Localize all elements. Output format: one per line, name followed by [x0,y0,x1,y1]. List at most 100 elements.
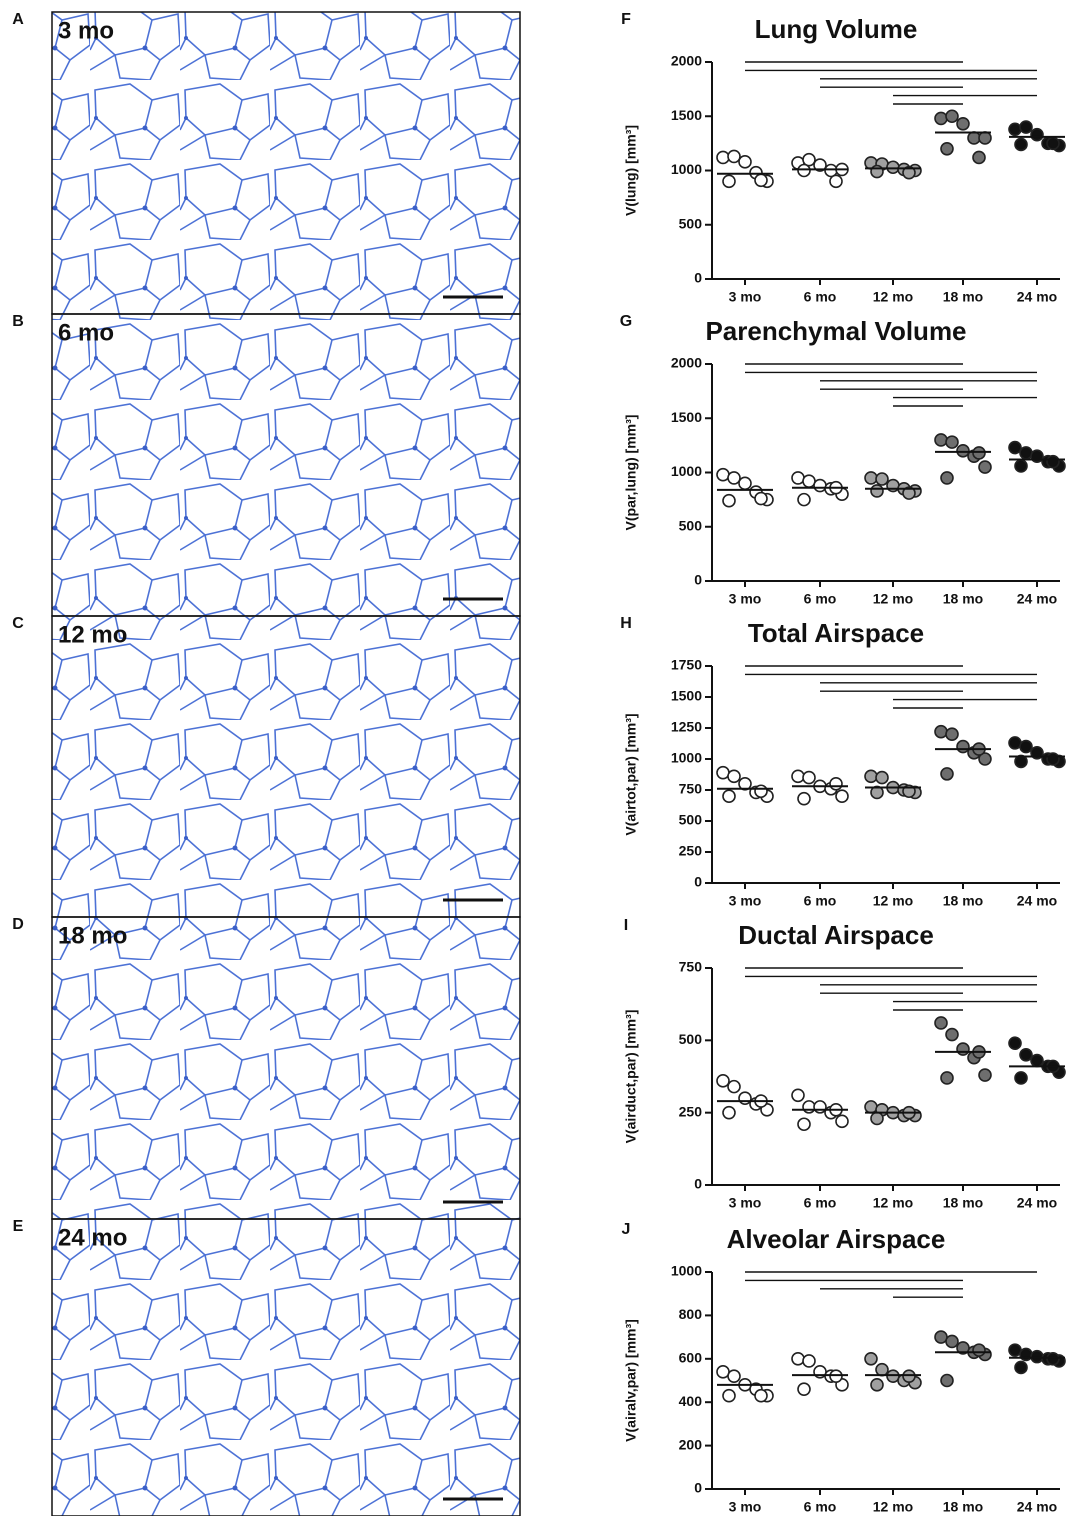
x-tick-label: 6 mo [804,289,837,305]
x-tick-label: 18 mo [943,1499,983,1515]
y-axis-label: V(airduct,par) [mm³] [623,1010,639,1144]
y-tick-label: 1000 [671,750,702,766]
y-tick-label: 2000 [671,355,702,371]
image-label: 12 mo [58,621,127,648]
chart-title: Lung Volume [755,14,918,44]
data-point [870,1111,884,1126]
x-tick-label: 12 mo [873,591,913,607]
data-point [940,1071,954,1085]
data-point [945,435,959,449]
data-point [1030,127,1044,142]
panel-letter: I [624,917,628,934]
data-point [791,471,805,485]
data-point [875,472,889,486]
data-point [1046,136,1060,151]
x-tick-label: 12 mo [873,1499,913,1515]
y-axis-label: V(airalv,par) [mm³] [623,1319,639,1442]
data-point [934,1016,948,1030]
data-point [727,471,741,485]
data-point [802,770,816,785]
data-point [864,1100,878,1114]
data-point [829,776,843,791]
y-tick-label: 0 [694,874,702,890]
data-point [1030,1053,1044,1068]
data-point [738,155,752,169]
data-point [940,142,954,156]
data-point [1008,736,1022,750]
data-point [870,484,884,498]
x-tick-label: 24 mo [1017,591,1057,607]
data-point [1019,120,1033,134]
y-tick-label: 0 [694,1176,702,1192]
data-point [972,1343,986,1357]
data-point [945,109,959,124]
y-tick-label: 1500 [671,409,702,425]
data-point [956,739,970,754]
chart-title: Total Airspace [748,618,924,648]
data-point [1046,454,1060,469]
data-point [722,1105,736,1120]
panel-letter: F [621,11,631,28]
data-point [864,471,878,485]
y-tick-label: 600 [679,1350,703,1366]
data-point [797,1382,811,1396]
y-tick-label: 1000 [671,161,702,177]
panel-letter: H [620,615,632,632]
data-point [722,493,736,508]
y-tick-label: 250 [679,843,703,859]
image-label: 18 mo [58,922,127,949]
data-point [934,433,948,447]
data-point [902,486,916,500]
data-point [797,163,811,178]
data-point [802,1354,816,1368]
x-tick-label: 24 mo [1017,1499,1057,1515]
data-point [1046,1352,1060,1366]
data-point [791,769,805,784]
x-tick-label: 3 mo [729,893,762,909]
x-tick-label: 3 mo [729,1195,762,1211]
data-point [1046,752,1060,766]
x-tick-label: 12 mo [873,1195,913,1211]
x-tick-label: 6 mo [804,1499,837,1515]
micrograph [51,313,521,617]
micrograph [51,615,521,918]
data-point [716,150,730,165]
data-point [945,1027,959,1042]
data-point [1014,1360,1028,1375]
micrograph [51,1218,521,1516]
chart-title: Alveolar Airspace [727,1224,946,1254]
y-tick-label: 1000 [671,463,702,479]
chart-title: Ductal Airspace [738,920,934,950]
data-point [1014,137,1028,152]
data-point [722,1388,736,1403]
data-point [813,158,827,172]
data-point [902,1369,916,1383]
data-point [802,152,816,167]
y-tick-label: 800 [679,1306,703,1322]
x-tick-label: 12 mo [873,289,913,305]
x-tick-label: 6 mo [804,893,837,909]
data-point [791,1352,805,1366]
data-point [940,767,954,781]
x-tick-label: 18 mo [943,1195,983,1211]
image-label: 3 mo [58,17,114,44]
data-point [754,1388,768,1403]
data-point [813,1100,827,1114]
data-point [1019,1048,1033,1062]
y-axis-label: V(lung) [mm³] [623,125,639,216]
data-point [870,1378,884,1392]
panel-letter: C [12,615,24,632]
data-point [716,765,730,780]
y-tick-label: 500 [679,812,703,828]
data-point [813,478,827,493]
x-tick-label: 24 mo [1017,893,1057,909]
data-point [835,1114,849,1129]
data-point [956,443,970,458]
y-axis-label: V(par,lung) [mm³] [623,415,639,531]
y-tick-label: 750 [679,959,703,975]
x-tick-label: 3 mo [729,591,762,607]
data-point [940,1373,954,1388]
data-point [864,1352,878,1366]
y-tick-label: 1250 [671,719,702,735]
